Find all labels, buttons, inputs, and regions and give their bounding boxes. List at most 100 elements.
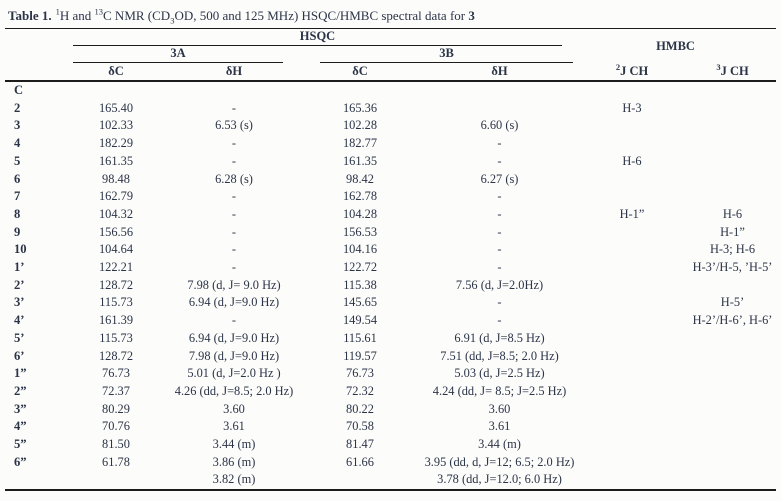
header-row-experiment: HSQC HMBC (5, 29, 776, 53)
table-row: 2’ 128.72 7.98 (d, J= 9.0 Hz) 115.38 7.56 (d… (5, 277, 776, 295)
j3-superscript: 3 (716, 61, 721, 72)
delta-h-3a-value: 3.61 (223, 419, 245, 434)
j2-ch-value (575, 294, 689, 312)
delta-c-3b-value: 115.61 (343, 330, 377, 345)
caption-superscript-1h: 1 (55, 6, 60, 17)
delta-h-3b-value: - (497, 206, 502, 221)
delta-h-3b-header: δH (424, 63, 575, 82)
table-row: 9 156.56 - 156.53 - H-1” (5, 224, 776, 242)
delta-h-3a-value: 5.01 (d, J=2.0 Hz ) (187, 366, 281, 381)
delta-h-3a-value: - (231, 260, 237, 275)
position-label: 1’ (14, 260, 25, 275)
delta-h-3b-value: - (497, 295, 502, 310)
delta-h-3a-value: - (231, 313, 237, 328)
position-label: 7 (14, 189, 21, 204)
position-label: 10 (14, 242, 27, 257)
j2-ch-value (575, 224, 689, 242)
caption-text-1: H and (59, 8, 95, 23)
position-label: 6 (14, 171, 21, 186)
j2-ch-value (575, 241, 689, 259)
j2-ch-value (575, 330, 689, 348)
j3-ch-value: H-3’/H-5, ’H-5’ (692, 260, 773, 275)
table-row: 1” 76.73 5.01 (d, J=2.0 Hz ) 76.73 5.03 (d, … (5, 365, 776, 383)
delta-h-3a-value: 7.98 (d, J=9.0 Hz) (188, 348, 280, 363)
delta-c-3b-value: 182.77 (342, 136, 378, 151)
delta-h-3b-value: - (497, 136, 502, 151)
j2-superscript: 2 (615, 61, 621, 72)
table-row: 6’ 128.72 7.98 (d, J=9.0 Hz) 119.57 7.51 (dd… (5, 348, 776, 366)
delta-c-3a-header: δC (60, 63, 172, 82)
position-label: 3 (14, 118, 21, 133)
delta-h-3b-value: 6.91 (d, J=8.5 Hz) (454, 330, 545, 345)
delta-c-3b-value: 72.32 (346, 383, 374, 398)
j2-ch-value (575, 117, 689, 135)
position-label: 9 (14, 224, 21, 239)
j3-label: J CH (720, 64, 749, 78)
delta-c-3a-value: 104.32 (98, 206, 134, 221)
delta-c-3b-value: 161.35 (342, 153, 378, 168)
nmr-data-table: HSQC HMBC 3A 3B δC δH δC δH 2J CH (5, 28, 777, 492)
position-label: 6’ (14, 348, 25, 363)
caption-superscript-13c: 13 (94, 6, 104, 17)
position-label: 5’ (14, 330, 25, 345)
delta-c-3b-value: 80.22 (346, 401, 374, 416)
j3-ch-value (689, 81, 776, 100)
delta-c-3b-value: 104.16 (342, 242, 378, 257)
delta-h-3a-value: - (231, 206, 237, 221)
position-label: 2’ (14, 277, 25, 292)
delta-c-3a-value: 104.64 (98, 242, 134, 257)
delta-h-3a-value: 6.53 (s) (215, 118, 253, 133)
j3-ch-value: H-2’/H-6’, H-6’ (692, 313, 773, 328)
j3-ch-header: 3J CH (689, 61, 777, 82)
table-row: 5” 81.50 3.44 (m) 81.47 3.44 (m) (5, 436, 776, 454)
delta-c-3a-value: 182.29 (98, 136, 134, 151)
delta-h-3b-value: 3.95 (dd, d, J=12; 6.5; 2.0 Hz) 3.78 (dd… (424, 454, 575, 487)
delta-h-3b-value: - (497, 242, 502, 257)
delta-h-3b-value: 6.27 (s) (480, 171, 519, 186)
j3-ch-value (689, 117, 776, 135)
j3-ch-value (689, 135, 776, 153)
delta-c-3b-value: 145.65 (342, 295, 378, 310)
table-row: 5’ 115.73 6.94 (d, J=9.0 Hz) 115.61 6.91 (d,… (5, 330, 776, 348)
table-body: C 2 165.40 - 165.36 H-3 3 102.33 6.53 (s) 102.28 6… (5, 81, 776, 490)
delta-c-3a-value: 156.56 (98, 224, 134, 239)
position-label: 2 (14, 100, 21, 115)
table-row: 4” 70.76 3.61 70.58 3.61 (5, 418, 776, 436)
j2-ch-value: H-1” (619, 206, 645, 221)
j2-ch-value (575, 188, 689, 206)
blank-header-cell (5, 46, 60, 63)
j2-ch-value (575, 383, 689, 401)
j2-ch-value (575, 277, 689, 295)
delta-c-3a-value: 128.72 (98, 348, 134, 363)
hmbc-group-header: HMBC (656, 38, 695, 53)
position-label: 8 (14, 206, 21, 221)
delta-h-3a-value: 3.86 (m) 3.82 (m) (212, 454, 256, 487)
delta-h-3b-value: - (497, 224, 502, 239)
table-row: 3” 80.29 3.60 80.22 3.60 (5, 401, 776, 419)
table-row: 2” 72.37 4.26 (dd, J=8.5; 2.0 Hz) 72.32 4.24… (5, 383, 776, 401)
caption-text-3: OD, 500 and 125 MHz) HSQC/HMBC spectral … (174, 8, 469, 23)
delta-h-3a-value: 3.44 (m) (212, 437, 256, 452)
table-row: 5 161.35 - 161.35 - H-6 (5, 153, 776, 171)
j2-ch-value (575, 418, 689, 436)
delta-c-3b-value: 98.42 (346, 171, 374, 186)
j3-ch-value (689, 277, 776, 295)
table-row: 1’ 122.21 - 122.72 - H-3’/H-5, ’H-5’ (5, 259, 776, 277)
delta-c-3a-value: 122.21 (98, 260, 134, 275)
delta-c-3a-value (60, 81, 172, 100)
table-row: 6” 61.78 3.86 (m) 3.82 (m) 61.66 3.95 (dd, d… (5, 454, 776, 490)
delta-c-3b-header: δC (296, 63, 424, 82)
compound-3b-header: 3B (296, 46, 575, 63)
position-label: 5 (14, 153, 21, 168)
j2-ch-value: H-6 (622, 153, 642, 168)
delta-c-3a-value: 72.37 (102, 383, 130, 398)
position-label: 3” (14, 401, 27, 416)
delta-h-3b-value: 6.60 (s) (480, 118, 519, 133)
j2-ch-value (575, 348, 689, 366)
compound-3a-label: 3A (73, 46, 283, 63)
table-row: 7 162.79 - 162.78 - (5, 188, 776, 206)
position-label: 5” (14, 437, 27, 452)
position-label: 6” (14, 454, 27, 469)
position-label: 2” (14, 383, 27, 398)
j2-ch-value (575, 135, 689, 153)
